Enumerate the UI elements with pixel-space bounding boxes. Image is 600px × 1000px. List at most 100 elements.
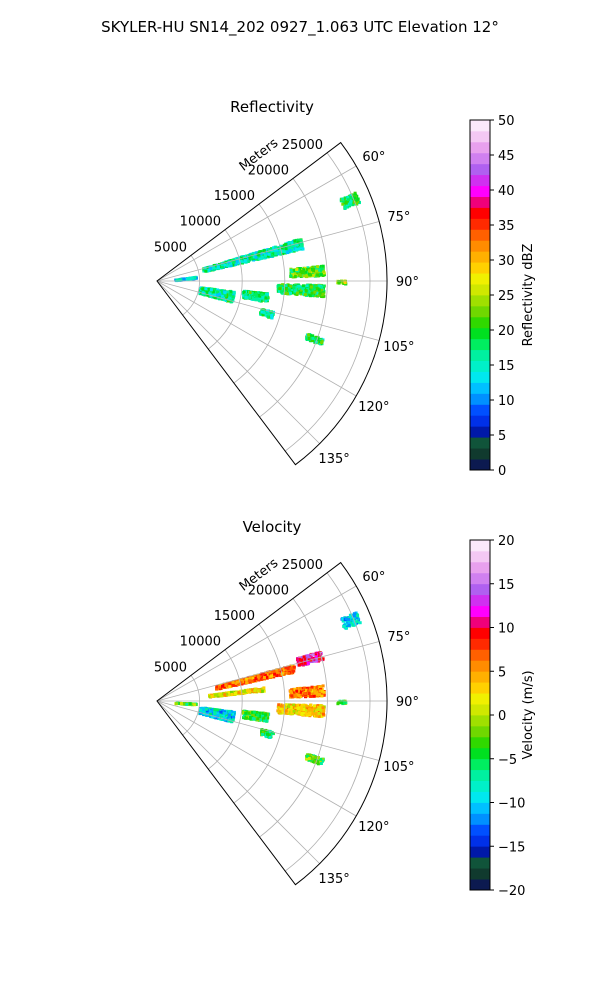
echo-pixel xyxy=(337,281,341,285)
echo-pixel xyxy=(253,297,256,301)
echo-pixel xyxy=(221,294,225,298)
echo-pixel xyxy=(321,290,325,293)
echo-pixel xyxy=(262,249,266,253)
echo-pixel xyxy=(229,264,233,268)
echo-pixel xyxy=(188,276,192,280)
echo-pixel xyxy=(233,692,237,695)
echo-pixel xyxy=(208,292,212,296)
echo-pixel xyxy=(241,689,245,693)
echo-pixel xyxy=(355,616,359,620)
colorbar-segment xyxy=(470,327,490,340)
echo-pixel xyxy=(320,689,324,693)
echo-pixel xyxy=(210,715,214,719)
echo-pixel xyxy=(310,658,313,662)
echo-pixel xyxy=(290,271,294,275)
echo-pixel xyxy=(302,274,306,278)
echo-pixel xyxy=(341,199,345,203)
echo-pixel xyxy=(353,622,357,626)
echo-pixel xyxy=(292,286,296,290)
echo-pixel xyxy=(304,270,308,274)
echo-pixel xyxy=(213,712,217,716)
echo-pixel xyxy=(289,284,293,288)
echo-pixel xyxy=(349,621,353,625)
colorbar-segment xyxy=(470,426,490,438)
echo-pixel xyxy=(292,703,296,707)
echo-pixel xyxy=(294,709,298,713)
colorbar-segment xyxy=(470,185,490,197)
echo-pixel xyxy=(227,713,231,717)
echo-pixel xyxy=(216,713,220,717)
echo-pixel xyxy=(314,691,318,695)
colorbar-segment xyxy=(470,437,490,449)
echo-pixel xyxy=(279,704,283,708)
range-ring xyxy=(284,152,371,452)
echo-pixel xyxy=(320,341,324,345)
echo-pixel xyxy=(210,293,214,297)
azimuth-spoke xyxy=(156,165,357,282)
echo-pixel xyxy=(262,676,266,679)
echo-pixel xyxy=(310,655,314,659)
echo-pixel xyxy=(270,674,274,678)
range-ring xyxy=(208,229,243,350)
echo-pixel xyxy=(347,621,351,625)
echo-pixel xyxy=(314,267,318,271)
colorbar-segment xyxy=(470,338,490,351)
echo-pixel xyxy=(294,247,298,251)
echo-pixel xyxy=(257,251,261,255)
echo-pixel xyxy=(318,693,321,696)
echo-pixel xyxy=(287,671,291,675)
echo-pixel xyxy=(232,715,236,719)
azimuth-tick-label: 75° xyxy=(387,210,410,225)
echo-pixel xyxy=(221,714,225,718)
colorbar-tick-label: 45 xyxy=(498,149,515,164)
echo-pixel xyxy=(292,709,296,713)
echo-pixel xyxy=(225,713,229,717)
echo-pixel xyxy=(263,292,266,296)
echo-pixel xyxy=(299,271,303,275)
echo-pixel xyxy=(344,617,348,621)
echo-pixel xyxy=(208,266,212,270)
echo-pixel xyxy=(194,276,198,280)
echo-pixel xyxy=(229,716,233,720)
echo-pixel xyxy=(260,255,264,259)
echo-pixel xyxy=(302,708,306,711)
echo-pixel xyxy=(222,297,226,301)
chart-panel-1: Reflectivity50001000015000200002500060°7… xyxy=(154,98,536,479)
echo-pixel xyxy=(314,655,318,659)
echo-pixel xyxy=(349,200,352,204)
echo-pixel xyxy=(296,660,300,664)
echo-pixel xyxy=(261,674,265,678)
echo-pixel xyxy=(296,291,299,295)
echo-pixel xyxy=(294,287,297,291)
echo-pixel xyxy=(297,663,301,667)
echo-pixel xyxy=(352,614,356,618)
echo-pixel xyxy=(231,712,235,716)
echo-pixel xyxy=(295,689,299,693)
echo-pixel xyxy=(229,290,233,294)
echo-pixel xyxy=(304,654,308,658)
azimuth-spoke xyxy=(156,280,357,397)
echo-pixel xyxy=(272,246,276,250)
echo-pixel xyxy=(322,269,325,273)
echo-pixel xyxy=(292,269,295,273)
echo-pixel xyxy=(241,255,245,259)
echo-pixel xyxy=(226,299,230,303)
echo-pixel xyxy=(306,694,310,698)
echo-pixel xyxy=(318,291,322,295)
echo-pixel xyxy=(300,705,304,709)
echo-pixel xyxy=(296,240,300,244)
echo-pixel xyxy=(243,689,247,693)
colorbar-segment xyxy=(470,229,490,241)
colorbar-segment xyxy=(470,240,490,252)
echo-pixel xyxy=(306,288,310,291)
echo-pixel xyxy=(284,706,287,710)
echo-pixel xyxy=(296,711,299,715)
echo-pixel xyxy=(321,684,325,688)
echo-pixel xyxy=(259,677,263,681)
echo-pixel xyxy=(300,713,304,717)
echo-pixel xyxy=(302,686,306,690)
echo-pixel xyxy=(264,296,268,300)
echo-pixel xyxy=(208,710,212,714)
colorbar-segment xyxy=(470,448,490,460)
echo-pixel xyxy=(223,693,227,697)
